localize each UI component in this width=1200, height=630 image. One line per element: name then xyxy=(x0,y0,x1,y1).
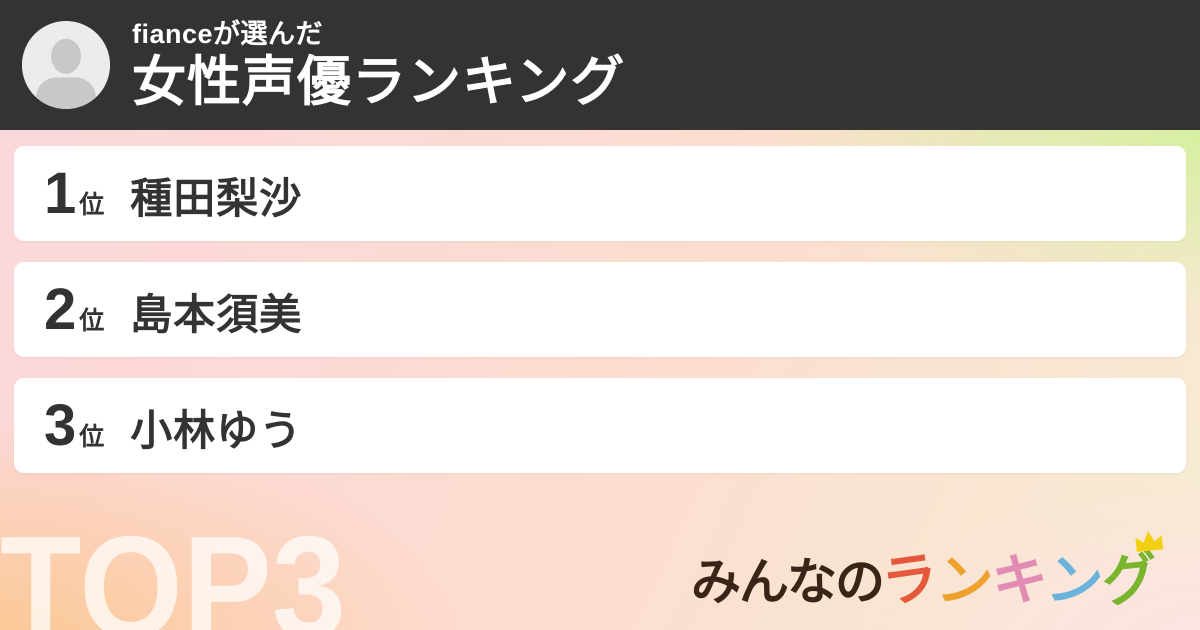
rank-suffix: 位 xyxy=(79,191,105,219)
logo-letter: キ xyxy=(989,545,1051,614)
ranked-item-name: 島本須美 xyxy=(130,291,303,338)
logo-letter: ン xyxy=(1043,546,1107,617)
rank-number: 1 xyxy=(44,161,77,226)
ranking-row-2[interactable]: 2 位 島本須美 xyxy=(14,262,1186,357)
page-title: 女性声優ランキング xyxy=(132,51,626,112)
top3-watermark: TOP3 xyxy=(0,506,347,630)
ranking-list: 1 位 種田梨沙 2 位 島本須美 3 位 小林ゆう xyxy=(14,146,1186,494)
header: fianceが選んだ 女性声優ランキング xyxy=(0,0,1200,130)
rank-number: 3 xyxy=(44,393,77,458)
ranking-row-1[interactable]: 1 位 種田梨沙 xyxy=(14,146,1186,241)
header-titles: fianceが選んだ 女性声優ランキング xyxy=(132,18,626,112)
rank-number: 2 xyxy=(44,277,77,342)
crown-icon xyxy=(1135,530,1164,553)
header-subtitle: fianceが選んだ xyxy=(132,18,324,49)
logo-letter: グ xyxy=(1099,530,1164,614)
logo-letter: ン xyxy=(933,547,996,616)
user-icon xyxy=(22,21,110,109)
rank-suffix: 位 xyxy=(79,423,105,451)
ranking-row-content: 2 位 島本須美 xyxy=(44,276,302,343)
avatar xyxy=(22,21,110,109)
logo-letter: ラ xyxy=(877,544,943,615)
ranked-item-name: 小林ゆう xyxy=(130,407,303,454)
rank-suffix: 位 xyxy=(79,307,105,335)
site-logo[interactable]: みんなの ラ ン キ ン グ xyxy=(691,530,1164,617)
ranking-row-content: 3 位 小林ゆう xyxy=(44,392,302,459)
ranking-row-3[interactable]: 3 位 小林ゆう xyxy=(14,378,1186,473)
ranked-item-name: 種田梨沙 xyxy=(130,175,303,222)
logo-prefix-text: みんなの xyxy=(691,554,885,610)
ranking-row-content: 1 位 種田梨沙 xyxy=(44,160,302,227)
